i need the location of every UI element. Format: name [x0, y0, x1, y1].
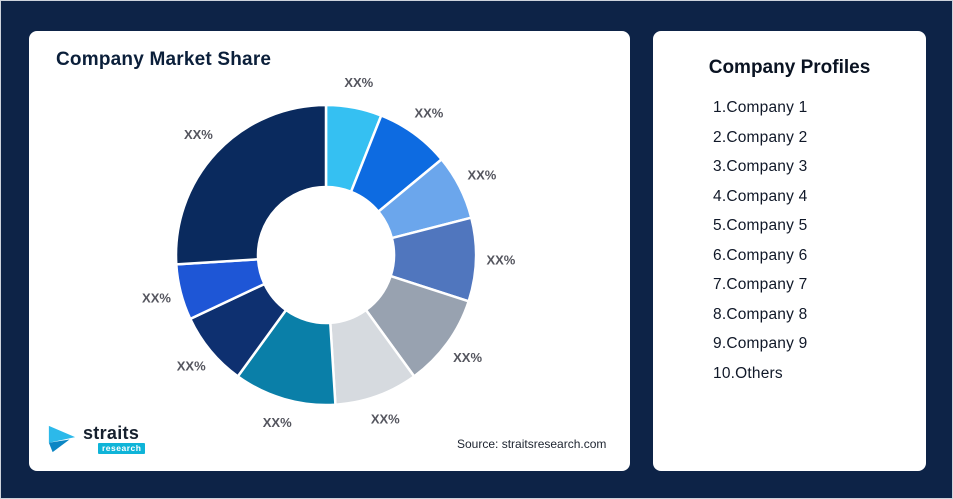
company-list-item: 9.Company 9 — [713, 335, 808, 352]
market-share-donut: XX% XX% XX% XX% XX% XX% XX% XX% XX% XX% — [142, 75, 516, 430]
segment-label: XX% — [142, 291, 171, 306]
source-attribution: Source: straitsresearch.com — [457, 437, 607, 451]
company-list-item: 2.Company 2 — [713, 128, 808, 146]
logo-name: straits — [83, 422, 140, 443]
company-list-item: 6.Company 6 — [713, 246, 808, 264]
chart-title: Company Market Share — [56, 49, 272, 70]
company-list-item: 8.Company 8 — [713, 305, 808, 323]
company-list: 1.Company 1 2.Company 2 3.Company 3 4.Compa… — [653, 99, 926, 383]
company-list-item: 5.Company 5 — [713, 217, 808, 234]
profiles-title: Company Profiles — [708, 57, 871, 78]
segment-label: XX% — [467, 168, 496, 183]
segment-label: XX% — [263, 415, 292, 430]
straits-logo-icon — [48, 425, 76, 453]
company-list-item: 3.Company 3 — [713, 158, 808, 175]
segment-label: XX% — [486, 253, 515, 268]
company-list-item: 4.Company 4 — [713, 187, 808, 205]
logo-sub: research — [98, 442, 146, 455]
segment-label: XX% — [414, 105, 443, 120]
segment-label: XX% — [344, 75, 373, 90]
market-share-card: Company Market Share XX% XX% XX% XX% XX% XX% X… — [29, 31, 630, 471]
straits-research-logo: straits research — [47, 422, 146, 455]
segment-label: XX% — [184, 127, 213, 142]
segment-label: XX% — [453, 350, 482, 365]
segment-label: XX% — [371, 412, 400, 427]
logo-text: straits research — [83, 422, 146, 455]
donut-segment — [174, 103, 328, 266]
company-list-item: 7.Company 7 — [713, 276, 808, 293]
company-list-item: 1.Company 1 — [713, 99, 808, 116]
segment-label: XX% — [177, 359, 206, 374]
company-profiles-card: Company Profiles 1.Company 1 2.Company 2 3… — [653, 31, 926, 471]
company-list-item: 10.Others — [713, 364, 783, 382]
